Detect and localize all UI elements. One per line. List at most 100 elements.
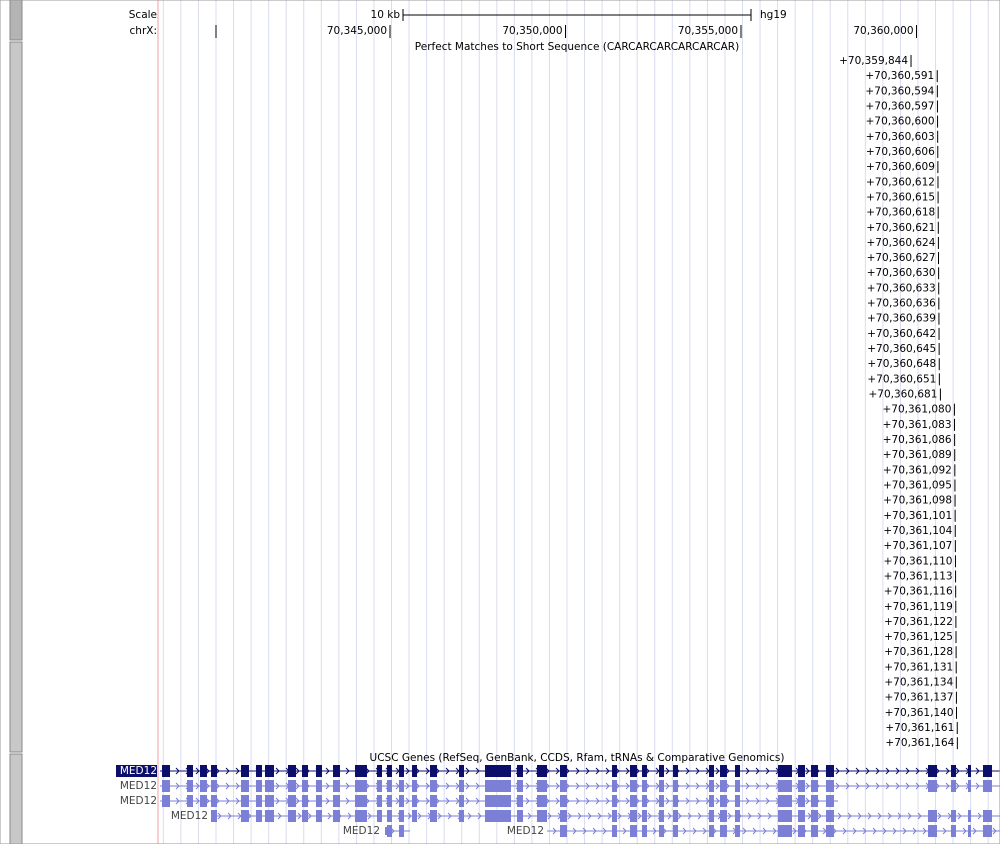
gene-strand-arrow bbox=[235, 767, 240, 775]
gene-strand-arrow bbox=[195, 797, 200, 805]
exon bbox=[265, 795, 274, 807]
exon bbox=[778, 765, 792, 777]
gene-strand-arrow bbox=[955, 782, 960, 790]
exon bbox=[387, 765, 392, 777]
gene-strand-arrow bbox=[852, 827, 857, 835]
gene-strand-arrow bbox=[625, 767, 630, 775]
exon bbox=[811, 810, 818, 822]
side-button[interactable] bbox=[9, 0, 23, 41]
exon bbox=[399, 825, 404, 837]
exon bbox=[720, 780, 727, 792]
gene-strand-arrow bbox=[445, 797, 450, 805]
match-label: +70,360,630 bbox=[867, 267, 936, 279]
gene-strand-arrow bbox=[755, 767, 760, 775]
gene-strand-arrow bbox=[765, 797, 770, 805]
exon bbox=[288, 780, 296, 792]
gene-strand-arrow bbox=[325, 782, 330, 790]
gene-strand-arrow bbox=[195, 767, 200, 775]
gene-strand-arrow bbox=[865, 782, 870, 790]
gene-strand-arrow bbox=[585, 782, 590, 790]
gene-strand-arrow bbox=[912, 827, 917, 835]
gene-strand-arrow bbox=[345, 797, 350, 805]
exon bbox=[811, 780, 818, 792]
exon bbox=[673, 810, 678, 822]
exon bbox=[387, 795, 392, 807]
gene-strand-arrow bbox=[447, 812, 452, 820]
gene-label: MED12 bbox=[120, 780, 157, 792]
exon bbox=[302, 810, 308, 822]
gene-strand-arrow bbox=[715, 782, 720, 790]
exon bbox=[778, 780, 792, 792]
gene-strand-arrow bbox=[805, 767, 810, 775]
gene-strand-arrow bbox=[425, 782, 430, 790]
gene-strand-arrow bbox=[715, 797, 720, 805]
exon bbox=[316, 810, 322, 822]
exon bbox=[399, 765, 404, 777]
exon bbox=[826, 780, 834, 792]
exon bbox=[735, 780, 740, 792]
exon bbox=[256, 810, 262, 822]
exon bbox=[778, 810, 792, 822]
exon bbox=[241, 765, 249, 777]
gene-strand-arrow bbox=[977, 812, 982, 820]
exon bbox=[630, 810, 637, 822]
exon bbox=[485, 795, 511, 807]
gene-strand-arrow bbox=[877, 812, 882, 820]
exon bbox=[659, 825, 664, 837]
gene-strand-arrow bbox=[817, 812, 822, 820]
exon bbox=[377, 810, 382, 822]
gene-strand-arrow bbox=[582, 827, 587, 835]
match-label: +70,361,164 bbox=[885, 737, 954, 749]
exon bbox=[211, 780, 217, 792]
gene-strand-arrow bbox=[577, 812, 582, 820]
gene-strand-arrow bbox=[597, 812, 602, 820]
gene-strand-arrow bbox=[467, 812, 472, 820]
exon bbox=[412, 765, 417, 777]
gene-strand-arrow bbox=[945, 782, 950, 790]
gene-strand-arrow bbox=[195, 782, 200, 790]
gene-strand-arrow bbox=[295, 782, 300, 790]
exon bbox=[517, 765, 523, 777]
exon bbox=[211, 810, 217, 822]
gene-strand-arrow bbox=[685, 767, 690, 775]
exon bbox=[630, 780, 637, 792]
gene-strand-arrow bbox=[835, 767, 840, 775]
gene-strand-arrow bbox=[665, 767, 670, 775]
gene-strand-arrow bbox=[697, 812, 702, 820]
gene-strand-arrow bbox=[767, 812, 772, 820]
match-label: +70,360,642 bbox=[867, 328, 936, 340]
match-label: +70,360,636 bbox=[867, 298, 936, 310]
match-label: +70,361,098 bbox=[883, 495, 952, 507]
gene-strand-arrow bbox=[175, 782, 180, 790]
gene-strand-arrow bbox=[465, 797, 470, 805]
exon bbox=[826, 825, 834, 837]
gene-strand-arrow bbox=[685, 797, 690, 805]
gene-strand-arrow bbox=[845, 782, 850, 790]
gene-strand-arrow bbox=[555, 782, 560, 790]
gene-strand-arrow bbox=[867, 812, 872, 820]
exon bbox=[377, 780, 382, 792]
gene-strand-arrow bbox=[275, 782, 280, 790]
exon bbox=[983, 765, 992, 777]
gene-strand-arrow bbox=[175, 767, 180, 775]
exon bbox=[811, 825, 818, 837]
gene-strand-arrow bbox=[687, 812, 692, 820]
gene-strand-arrow bbox=[575, 767, 580, 775]
gene-strand-arrow bbox=[572, 827, 577, 835]
gene-strand-arrow bbox=[552, 827, 557, 835]
exon bbox=[560, 780, 567, 792]
gene-strand-arrow bbox=[915, 782, 920, 790]
gene-strand-arrow bbox=[295, 797, 300, 805]
side-button[interactable] bbox=[9, 41, 23, 753]
exon bbox=[288, 795, 296, 807]
side-button[interactable] bbox=[9, 753, 23, 845]
gene-strand-arrow bbox=[692, 827, 697, 835]
gene-strand-arrow bbox=[685, 782, 690, 790]
exon bbox=[187, 780, 193, 792]
gene-strand-arrow bbox=[595, 797, 600, 805]
gene-strand-arrow bbox=[865, 767, 870, 775]
exon bbox=[811, 765, 818, 777]
gene-strand-arrow bbox=[752, 827, 757, 835]
